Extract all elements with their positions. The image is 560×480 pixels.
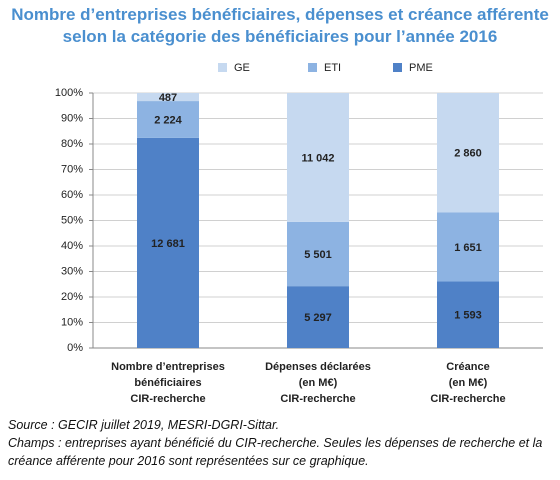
value-label: 1 651 [454,242,482,254]
y-tick-label: 90% [61,112,83,124]
value-label: 11 042 [301,152,334,164]
value-label: 5 297 [304,312,332,324]
y-tick-label: 70% [61,163,83,175]
bar-segment [437,212,499,282]
x-tick-label: (en M€) [299,377,338,389]
y-tick-label: 30% [61,265,83,277]
legend-label: ETI [324,62,341,74]
bar-segment [287,286,349,348]
source-note: Source : GECIR juillet 2019, MESRI-DGRI-… [8,418,280,432]
bar-segment [437,281,499,348]
y-tick-label: 40% [61,240,83,252]
y-tick-label: 10% [61,316,83,328]
x-tick-label: Nombre d’entreprises [111,361,225,373]
legend-swatch [308,63,317,72]
legend-swatch [218,63,227,72]
value-label: 2 224 [154,114,182,126]
value-label: 487 [159,92,177,104]
legend-label: GE [234,62,250,74]
bar-segment [137,137,199,348]
x-tick-label: CIR-recherche [280,393,355,405]
value-label: 1 593 [454,310,482,322]
bar-segment [287,221,349,287]
bar-segment [137,101,199,138]
value-label: 2 860 [454,148,482,160]
x-tick-label: (en M€) [449,377,488,389]
x-tick-label: Créance [446,361,489,373]
scope-note: Champs : entreprises ayant bénéficié du … [8,436,543,468]
notes: Source : GECIR juillet 2019, MESRI-DGRI-… [8,416,553,470]
bar-segment [437,93,499,213]
x-tick-label: CIR-recherche [130,393,205,405]
y-tick-label: 80% [61,138,83,150]
y-tick-label: 50% [61,214,83,226]
x-tick-label: CIR-recherche [430,393,505,405]
bar-segment [287,93,349,222]
y-tick-label: 60% [61,189,83,201]
x-tick-label: bénéficiaires [134,377,201,389]
legend-swatch [393,63,402,72]
chart-title: Nombre d’entreprises bénéficiaires, dépe… [11,5,549,46]
value-label: 12 681 [151,238,185,250]
y-tick-label: 0% [67,342,83,354]
value-label: 5 501 [304,249,332,261]
legend-label: PME [409,62,433,74]
bar-segment [137,93,199,102]
y-tick-label: 100% [55,87,83,99]
y-tick-label: 20% [61,291,83,303]
x-tick-label: Dépenses déclarées [265,361,371,373]
